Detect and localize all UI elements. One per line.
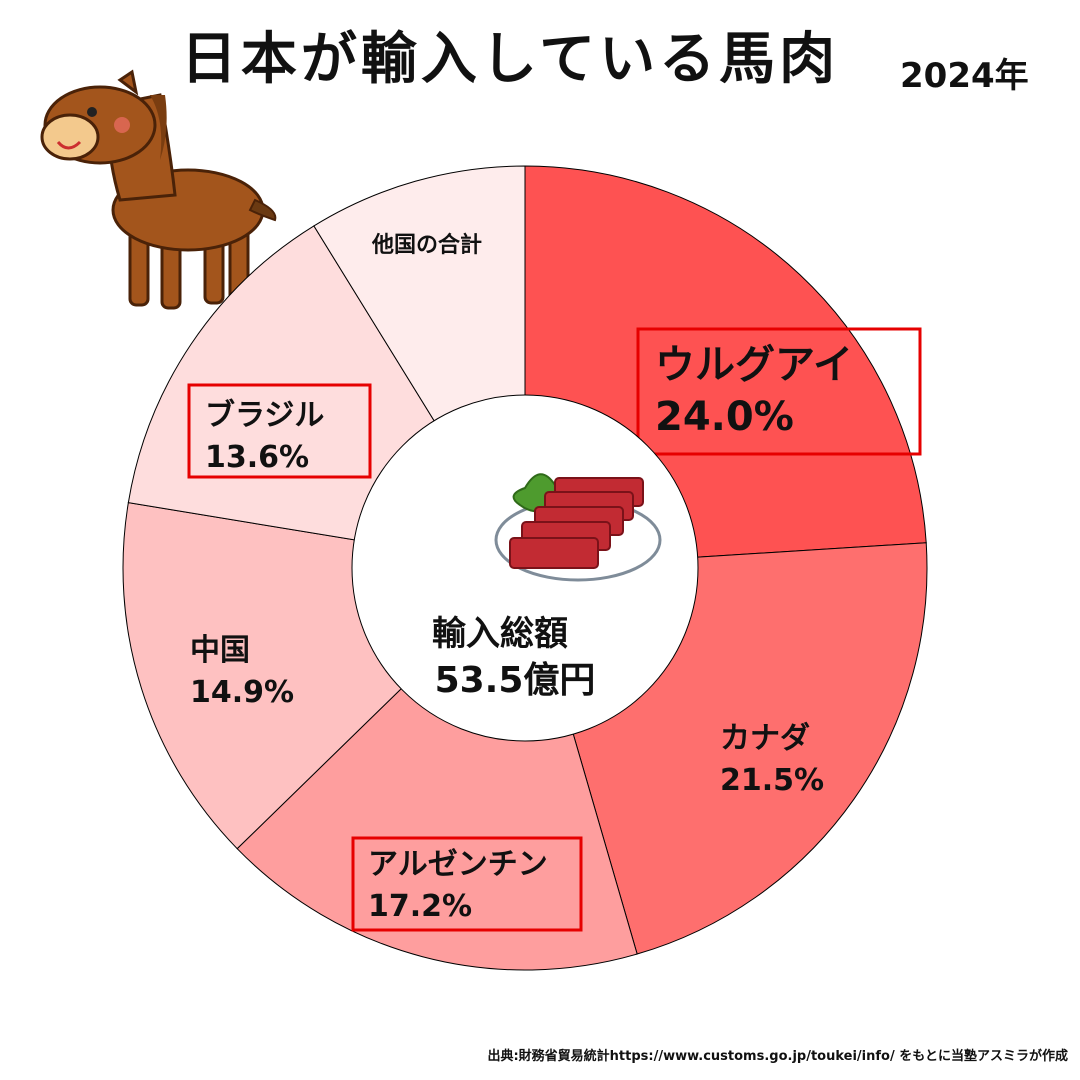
labels-group: ウルグアイ 24.0% カナダ 21.5% アルゼンチン 17.2% 中国 14.9% ブラジル… <box>187 232 922 932</box>
horse-illustration <box>40 69 277 310</box>
slice-label-3: アルゼンチン <box>368 847 548 882</box>
slice-value-2: 21.5% <box>720 763 824 798</box>
year-label: 2024年 <box>900 56 1029 96</box>
horse-meat-illustration <box>494 473 662 582</box>
slice-value-5: 13.6% <box>205 440 309 475</box>
slice-label-2: カナダ <box>720 721 810 756</box>
highlight-box-5 <box>187 383 372 479</box>
source-note: 出典:財務省貿易統計https://www.customs.go.jp/touk… <box>487 1049 1068 1064</box>
slice-label-4: 中国 <box>190 633 250 668</box>
slice-label-6: 他国の合計 <box>371 232 482 258</box>
chart-title: 日本が輸入している馬肉 <box>180 27 840 92</box>
slice-value-3: 17.2% <box>368 889 472 924</box>
slice-value-4: 14.9% <box>190 675 294 710</box>
highlight-box-1 <box>636 327 922 456</box>
center-label-line2: 53.5億円 <box>435 660 596 701</box>
center-label-line1: 輸入総額 <box>432 614 568 654</box>
highlight-box-3 <box>351 836 583 932</box>
slice-label-5: ブラジル <box>205 398 324 433</box>
slice-label-1: ウルグアイ <box>655 342 853 388</box>
slice-value-1: 24.0% <box>655 394 794 440</box>
